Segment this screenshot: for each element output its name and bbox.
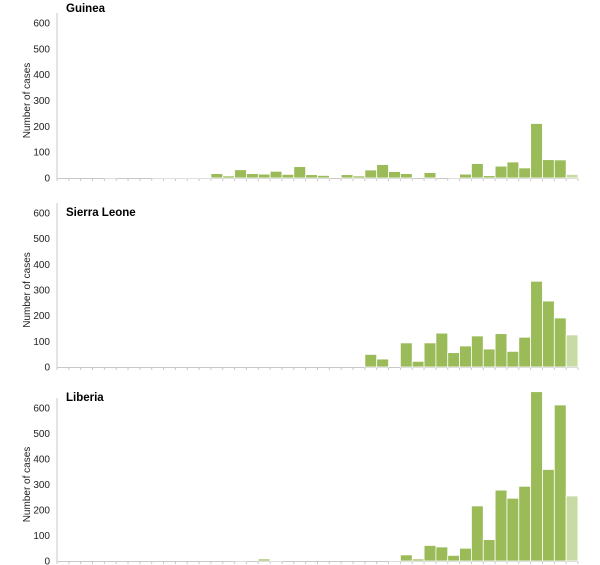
liberia-bar: [506, 497, 520, 562]
guinea-bar: [542, 159, 555, 179]
guinea-y-tick-label: 400: [33, 70, 50, 81]
guinea-panel-title: Guinea: [66, 3, 106, 15]
liberia-bar: [388, 559, 401, 562]
guinea-bar: [530, 123, 543, 179]
guinea-bar: [210, 173, 224, 179]
liberia-bar: [234, 559, 247, 562]
sierra-leone-bar: [482, 348, 496, 368]
guinea-bar: [175, 176, 188, 179]
guinea-bar: [471, 163, 484, 179]
sierra-leone-bar: [471, 335, 484, 368]
sierra-leone-y-tick-label: 100: [33, 337, 50, 348]
guinea-bar: [269, 170, 283, 179]
liberia-bar: [482, 539, 496, 562]
liberia-bar: [494, 489, 508, 562]
liberia-y-axis-label: Number of cases: [22, 447, 33, 523]
guinea-bar: [565, 173, 579, 179]
sierra-leone-bar: [530, 280, 543, 368]
liberia-bar: [435, 546, 449, 562]
sierra-leone-bar: [447, 352, 460, 368]
liberia-bar: [553, 404, 567, 562]
liberia-bar: [518, 485, 532, 562]
liberia-bar: [459, 547, 472, 562]
sierra-leone-y-tick-label: 200: [33, 311, 50, 322]
sierra-leone-bar: [494, 333, 508, 368]
guinea-bar: [305, 174, 318, 179]
guinea-y-axis-label: Number of cases: [22, 63, 33, 139]
sierra-leone-bar: [542, 300, 555, 368]
guinea-bar: [376, 164, 389, 179]
guinea-y-tick-label: 0: [44, 174, 50, 185]
sierra-leone-y-tick-label: 400: [33, 260, 50, 271]
guinea-bar: [257, 173, 271, 179]
sierra-leone-panel-title: Sierra Leone: [66, 207, 136, 219]
liberia-bar: [269, 559, 283, 562]
liberia-y-tick-label: 400: [33, 455, 50, 466]
liberia-bar: [257, 558, 271, 562]
guinea-y-tick-label: 300: [33, 96, 50, 107]
liberia-y-tick-label: 300: [33, 480, 50, 491]
sierra-leone-y-tick-label: 0: [44, 363, 50, 374]
guinea-bar: [447, 177, 460, 179]
guinea-bar: [103, 176, 117, 179]
guinea-bar: [518, 167, 532, 179]
liberia-bar: [399, 554, 413, 562]
sierra-leone-bar: [459, 345, 472, 368]
guinea-bar: [198, 176, 212, 179]
guinea-y-tick-label: 600: [33, 19, 50, 30]
liberia-bar: [565, 495, 579, 562]
guinea-bar: [317, 175, 330, 179]
guinea-y-tick-label: 500: [33, 44, 50, 55]
guinea-bar: [364, 169, 378, 179]
sierra-leone-y-tick-label: 600: [33, 209, 50, 220]
sierra-leone-bar: [435, 332, 449, 368]
liberia-y-tick-label: 600: [33, 404, 50, 415]
guinea-bar: [399, 173, 413, 179]
sierra-leone-bar: [518, 336, 532, 368]
sierra-leone-bar: [411, 360, 425, 368]
sierra-leone-bar: [399, 342, 413, 368]
sierra-leone-bar: [364, 354, 378, 368]
guinea-bar: [222, 175, 236, 179]
guinea-bar: [246, 173, 259, 179]
guinea-bar: [186, 177, 200, 179]
liberia-y-tick-label: 200: [33, 506, 50, 517]
sierra-leone-bar: [423, 342, 437, 368]
liberia-panel-title: Liberia: [66, 392, 104, 404]
guinea-bar: [234, 169, 247, 179]
guinea-bar: [459, 173, 472, 179]
liberia-bar: [423, 545, 437, 562]
guinea-bar: [553, 159, 567, 179]
sierra-leone-bar: [506, 350, 520, 368]
guinea-bar: [340, 174, 354, 179]
sierra-leone-y-tick-label: 300: [33, 286, 50, 297]
guinea-bar: [151, 177, 164, 179]
liberia-y-tick-label: 0: [44, 557, 50, 565]
liberia-bar: [447, 554, 460, 562]
guinea-bar: [423, 172, 437, 179]
guinea-y-tick-label: 200: [33, 122, 50, 133]
liberia-bar: [542, 469, 555, 562]
guinea-bar: [293, 166, 307, 179]
guinea-bar: [163, 177, 176, 179]
sierra-leone-bar: [376, 358, 389, 368]
liberia-bar: [530, 391, 543, 562]
guinea-y-tick-label: 100: [33, 148, 50, 159]
sierra-leone-y-tick-label: 500: [33, 234, 50, 245]
guinea-bar: [494, 165, 508, 179]
liberia-bar: [411, 558, 425, 562]
guinea-bar: [388, 171, 401, 179]
guinea-bar: [506, 161, 520, 179]
sierra-leone-bar: [553, 317, 567, 368]
guinea-bar: [482, 175, 496, 179]
sierra-leone-bar: [565, 334, 579, 368]
guinea-bar: [352, 175, 366, 179]
liberia-bar: [471, 505, 484, 562]
guinea-bar: [281, 173, 295, 179]
liberia-y-tick-label: 100: [33, 531, 50, 542]
sierra-leone-y-axis-label: Number of cases: [22, 252, 33, 328]
liberia-y-tick-label: 500: [33, 429, 50, 440]
